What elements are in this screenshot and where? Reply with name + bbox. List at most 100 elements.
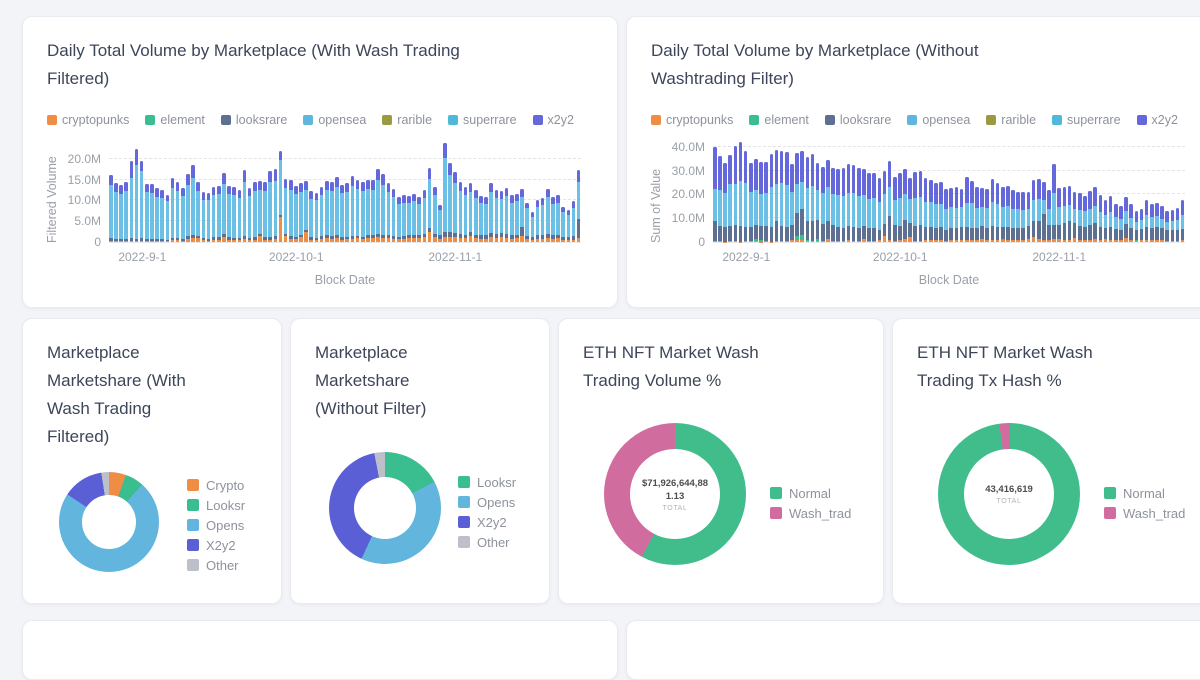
bar bbox=[1165, 138, 1170, 242]
nft-wash-trading-dashboard: Daily Total Volume by Marketplace (With … bbox=[22, 16, 1200, 680]
bar bbox=[913, 138, 918, 242]
legend-item-wash_trad[interactable]: Wash_trad bbox=[770, 503, 851, 523]
bar bbox=[892, 138, 897, 242]
legend-swatch bbox=[187, 519, 199, 531]
bar bbox=[330, 138, 334, 242]
bar bbox=[882, 138, 887, 242]
legend-item-cryptopunks[interactable]: cryptopunks bbox=[47, 113, 129, 127]
bar bbox=[1093, 138, 1098, 242]
bar bbox=[1083, 138, 1087, 242]
legend-item-x2y2[interactable]: X2y2 bbox=[187, 535, 283, 555]
bar bbox=[196, 138, 201, 242]
legend-item-opens[interactable]: Opens bbox=[458, 492, 551, 512]
bar bbox=[294, 138, 298, 242]
bar bbox=[155, 138, 159, 242]
legend-label: Normal bbox=[1123, 485, 1165, 501]
bar bbox=[743, 138, 748, 242]
legend-item-opensea[interactable]: opensea bbox=[907, 113, 970, 127]
legend-item-other[interactable]: Other bbox=[458, 532, 551, 552]
legend-swatch bbox=[824, 115, 835, 125]
bar-series bbox=[713, 138, 1185, 242]
bar bbox=[800, 138, 805, 242]
bar-series bbox=[109, 138, 581, 242]
bar bbox=[1180, 138, 1185, 242]
bar bbox=[319, 138, 324, 242]
donut-center-label: TOTAL bbox=[996, 498, 1022, 505]
legend-item-superrare[interactable]: superrare bbox=[1052, 113, 1121, 127]
bar bbox=[759, 138, 763, 242]
bar bbox=[1134, 138, 1139, 242]
legend-item-other[interactable]: Other bbox=[187, 555, 283, 575]
legend-swatch bbox=[1052, 115, 1063, 125]
legend-item-normal[interactable]: Normal bbox=[770, 483, 851, 503]
legend-label: Other bbox=[477, 534, 510, 550]
legend-item-looksrare[interactable]: looksrare bbox=[824, 113, 891, 127]
bar bbox=[718, 138, 722, 242]
bar bbox=[949, 138, 954, 242]
bar bbox=[170, 138, 175, 242]
card-wash-volume-pct: ETH NFT Market Wash Trading Volume % $71… bbox=[558, 318, 884, 604]
legend-label: Normal bbox=[789, 485, 831, 501]
bar bbox=[1088, 138, 1092, 242]
legend-item-rarible[interactable]: rarible bbox=[382, 113, 432, 127]
bar bbox=[211, 138, 216, 242]
bar bbox=[360, 138, 365, 242]
legend-item-x2y2[interactable]: x2y2 bbox=[1136, 113, 1178, 127]
bar bbox=[515, 138, 519, 242]
legend-item-cryptopunks[interactable]: cryptopunks bbox=[651, 113, 733, 127]
y-tick-label: 0 bbox=[94, 235, 101, 249]
donut-chart bbox=[59, 472, 159, 572]
bar bbox=[566, 138, 571, 242]
bar bbox=[314, 138, 319, 242]
bar bbox=[129, 138, 134, 242]
bar bbox=[216, 138, 221, 242]
bar bbox=[1021, 138, 1026, 242]
legend-label: superrare bbox=[1067, 113, 1121, 127]
chart-title: Daily Total Volume by Marketplace (Witho… bbox=[651, 41, 979, 88]
legend-swatch bbox=[458, 536, 470, 548]
bar bbox=[944, 138, 948, 242]
legend-item-rarible[interactable]: rarible bbox=[986, 113, 1036, 127]
bar bbox=[134, 138, 139, 242]
chart-title: Marketplace Marketshare (Without Filter) bbox=[315, 343, 427, 418]
bar bbox=[427, 138, 432, 242]
legend-item-opensea[interactable]: opensea bbox=[303, 113, 366, 127]
bar bbox=[407, 138, 411, 242]
bar bbox=[769, 138, 774, 242]
legend-item-normal[interactable]: Normal bbox=[1104, 483, 1185, 503]
legend-swatch bbox=[986, 115, 997, 125]
legend-swatch bbox=[532, 115, 543, 125]
bar bbox=[1011, 138, 1015, 242]
legend-swatch bbox=[382, 115, 393, 125]
bar bbox=[186, 138, 190, 242]
card-wash-txhash-pct: ETH NFT Market Wash Trading Tx Hash % 43… bbox=[892, 318, 1200, 604]
legend-swatch bbox=[1104, 507, 1116, 519]
gridline bbox=[713, 217, 1185, 219]
bar bbox=[473, 138, 478, 242]
legend-item-opens[interactable]: Opens bbox=[187, 515, 283, 535]
legend-item-wash_trad[interactable]: Wash_trad bbox=[1104, 503, 1185, 523]
legend-swatch bbox=[458, 516, 470, 528]
legend-item-crypto[interactable]: Crypto bbox=[187, 475, 283, 495]
legend-item-looksr[interactable]: Looksr bbox=[458, 472, 551, 492]
bar bbox=[1000, 138, 1005, 242]
chart-legend: cryptopunks element looksrare opensea raribl… bbox=[651, 113, 1178, 127]
legend-item-looksr[interactable]: Looksr bbox=[187, 495, 283, 515]
legend-label: Wash_trad bbox=[1123, 505, 1186, 521]
legend-item-x2y2[interactable]: X2y2 bbox=[458, 512, 551, 532]
legend-item-looksrare[interactable]: looksrare bbox=[220, 113, 287, 127]
legend-item-element[interactable]: element bbox=[145, 113, 205, 127]
bar bbox=[258, 138, 262, 242]
bar bbox=[1175, 138, 1180, 242]
gridline bbox=[713, 193, 1185, 195]
bar bbox=[124, 138, 129, 242]
bar bbox=[723, 138, 727, 242]
bar bbox=[252, 138, 257, 242]
legend-item-superrare[interactable]: superrare bbox=[448, 113, 517, 127]
legend-item-element[interactable]: element bbox=[749, 113, 809, 127]
bar bbox=[754, 138, 758, 242]
bar bbox=[391, 138, 396, 242]
bar bbox=[453, 138, 458, 242]
legend-item-x2y2[interactable]: x2y2 bbox=[532, 113, 574, 127]
gridline bbox=[713, 145, 1185, 147]
